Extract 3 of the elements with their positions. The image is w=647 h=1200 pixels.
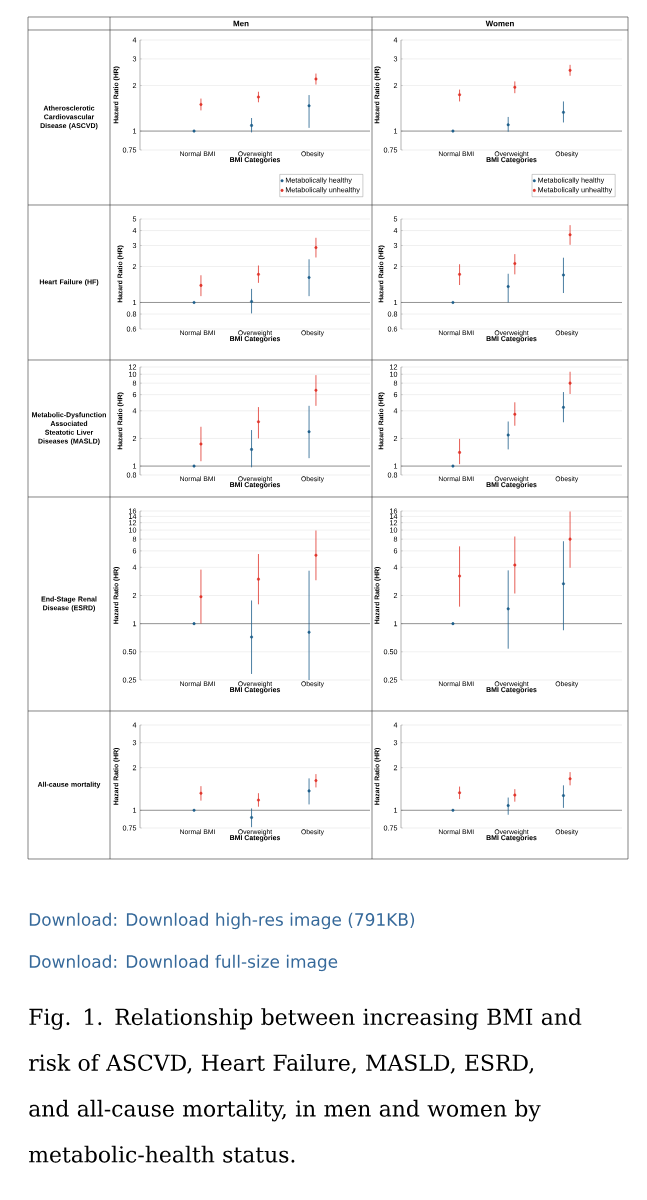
text: Download: Download high-res image (791KB) bbox=[29, 912, 415, 930]
caption: Fig. 1. Relationship between increasing BMI and risk of ASCVD, Heart Failure, MASLD, ESRD, and all-cause mortality, in men and women by metabolic-health status. bbox=[29, 1008, 582, 1163]
text: Download: Download full-size image bbox=[29, 954, 338, 972]
